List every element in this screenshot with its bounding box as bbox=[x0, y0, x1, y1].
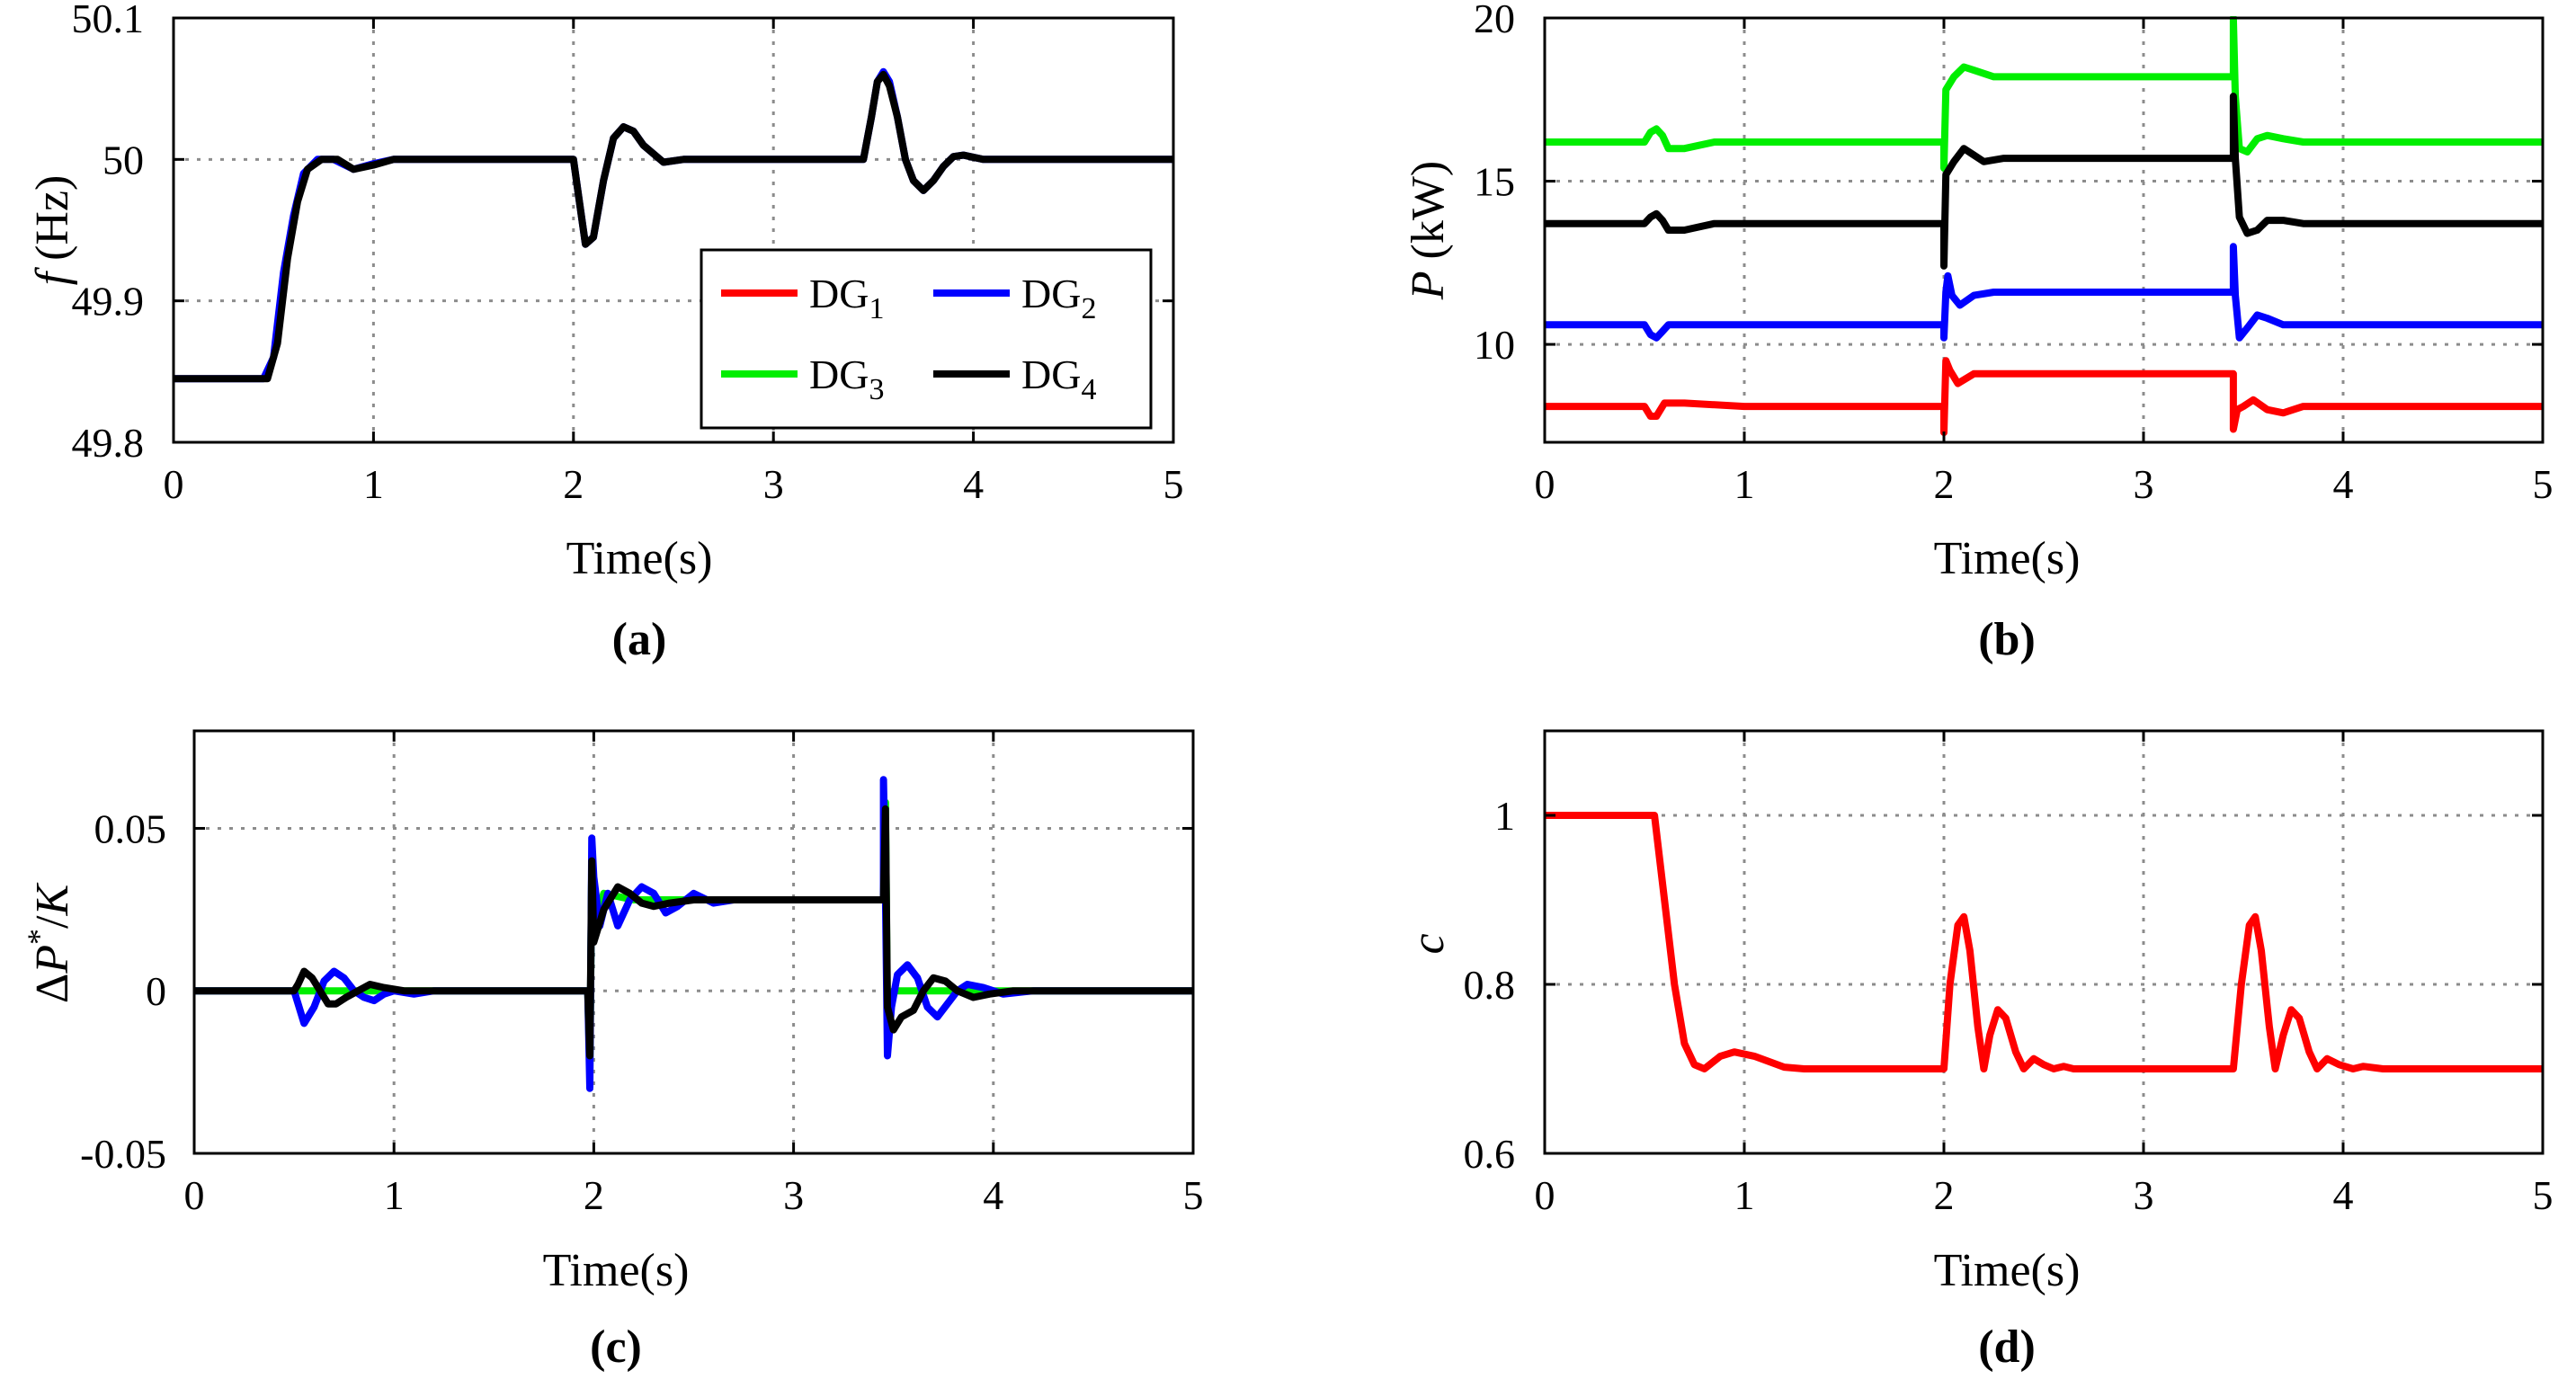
x-tick-label: 1 bbox=[1734, 461, 1755, 507]
x-tick-label: 3 bbox=[2134, 461, 2154, 507]
y-tick-label: 50 bbox=[103, 137, 144, 182]
y-tick-label: 0.6 bbox=[1464, 1131, 1516, 1177]
x-tick-label: 4 bbox=[963, 461, 984, 507]
y-tick-label: 10 bbox=[1474, 322, 1515, 368]
series-c bbox=[1545, 812, 2543, 1072]
x-tick-label: 5 bbox=[1183, 1172, 1204, 1218]
x-axis-label: Time(s) bbox=[566, 533, 713, 584]
plot-frame bbox=[172, 16, 1175, 444]
series-dg2 bbox=[1545, 243, 2543, 342]
x-tick-label: 0 bbox=[1535, 1172, 1555, 1218]
caption: (b) bbox=[1978, 614, 2036, 665]
x-tick-label: 5 bbox=[1163, 461, 1184, 507]
legend-label-dg3: DG3 bbox=[809, 351, 884, 406]
x-axis-label: Time(s) bbox=[1934, 1245, 2081, 1296]
subplot-b: 0 1 2 3 4 5 10 15 20 Time(s) P (kW) (b) bbox=[1403, 0, 2554, 665]
x-tick-label: 2 bbox=[584, 1172, 604, 1218]
x-tick-label: 3 bbox=[783, 1172, 804, 1218]
legend: DG1 DG2 DG3 DG4 bbox=[700, 248, 1153, 430]
x-tick-label: 5 bbox=[2533, 1172, 2554, 1218]
y-axis-label: P (kW) bbox=[1403, 161, 1454, 300]
caption: (d) bbox=[1978, 1321, 2036, 1373]
x-tick-label: 1 bbox=[363, 461, 384, 507]
y-tick-label: 0.8 bbox=[1464, 962, 1516, 1008]
y-tick-label: 50.1 bbox=[72, 0, 145, 41]
series-dg4 bbox=[194, 805, 1193, 1060]
series-group bbox=[1545, 812, 2543, 1072]
y-tick-label: 0 bbox=[146, 968, 166, 1014]
x-tick-label: 3 bbox=[2134, 1172, 2154, 1218]
x-tick-label: 0 bbox=[164, 461, 184, 507]
x-tick-label: 5 bbox=[2533, 461, 2554, 507]
series-dg3 bbox=[194, 798, 1193, 1076]
x-axis-label: Time(s) bbox=[543, 1245, 690, 1296]
x-tick-label: 1 bbox=[1734, 1172, 1755, 1218]
y-tick-label: -0.05 bbox=[80, 1131, 166, 1177]
x-tick-label: 4 bbox=[983, 1172, 1003, 1218]
subplot-c: 0 1 2 3 4 5 -0.05 0 0.05 Time(s) ΔP*/K (c) bbox=[21, 729, 1204, 1373]
legend-label-dg2: DG2 bbox=[1021, 271, 1096, 325]
y-tick-label: 49.8 bbox=[72, 420, 145, 466]
x-tick-label: 1 bbox=[384, 1172, 405, 1218]
legend-box bbox=[700, 248, 1153, 430]
x-tick-label: 2 bbox=[563, 461, 584, 507]
plot-frame bbox=[1543, 16, 2545, 444]
y-axis-label: ΔP*/K bbox=[21, 883, 78, 1004]
y-axis-label: f (Hz) bbox=[27, 175, 78, 286]
subplot-d: 0 1 2 3 4 5 0.6 0.8 1 Time(s) c (d) bbox=[1403, 729, 2554, 1373]
caption: (c) bbox=[590, 1321, 642, 1373]
y-tick-label: 1 bbox=[1494, 793, 1515, 839]
series-dg4 bbox=[1545, 93, 2543, 270]
series-dg1 bbox=[1545, 357, 2543, 437]
series-dg2 bbox=[194, 776, 1193, 1092]
series-dg4 bbox=[174, 70, 1173, 383]
x-tick-label: 2 bbox=[1934, 461, 1955, 507]
series-group bbox=[194, 776, 1193, 1092]
y-axis-label: c bbox=[1403, 933, 1454, 954]
y-tick-label: 15 bbox=[1474, 159, 1515, 205]
x-tick-label: 2 bbox=[1934, 1172, 1955, 1218]
y-tick-label: 49.9 bbox=[72, 279, 145, 325]
x-tick-label: 3 bbox=[763, 461, 784, 507]
y-tick-label: 0.05 bbox=[94, 805, 167, 851]
legend-label-dg1: DG1 bbox=[809, 271, 884, 325]
caption: (a) bbox=[612, 614, 667, 665]
x-axis-label: Time(s) bbox=[1934, 533, 2081, 584]
series-group bbox=[1545, 16, 2543, 437]
x-tick-label: 4 bbox=[2333, 1172, 2354, 1218]
legend-label-dg4: DG4 bbox=[1021, 351, 1096, 406]
plot-frame bbox=[1543, 729, 2545, 1155]
plot-frame bbox=[192, 729, 1195, 1155]
series-group bbox=[174, 67, 1173, 383]
series-dg3 bbox=[1545, 16, 2543, 172]
y-tick-label: 20 bbox=[1474, 0, 1515, 41]
x-tick-label: 0 bbox=[184, 1172, 205, 1218]
x-tick-label: 4 bbox=[2333, 461, 2354, 507]
x-tick-label: 0 bbox=[1535, 461, 1555, 507]
